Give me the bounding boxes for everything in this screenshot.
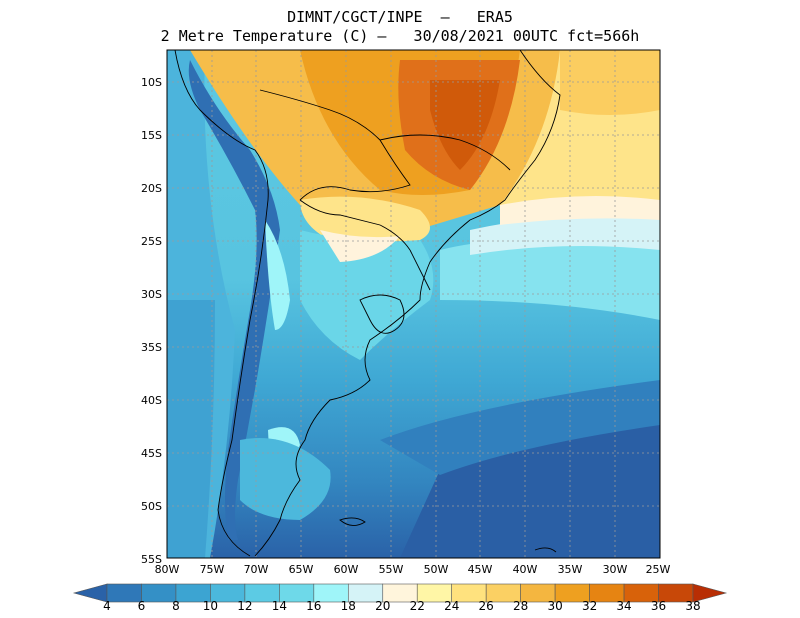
lon-tick-label: 60W xyxy=(334,563,359,576)
colorbar-label: 4 xyxy=(103,599,111,613)
lon-tick-label: 40W xyxy=(513,563,538,576)
lon-tick-label: 30W xyxy=(603,563,628,576)
lon-tick-label: 80W xyxy=(155,563,180,576)
longitude-axis: 80W 75W 70W 65W 60W 55W 50W 45W 40W 35W … xyxy=(155,563,671,576)
lat-tick-label: 20S xyxy=(141,182,162,195)
colorbar-label: 36 xyxy=(651,599,666,613)
latitude-axis: 10S 15S 20S 25S 30S 35S 40S 45S 50S 55S xyxy=(141,76,162,566)
colorbar-arrow-high xyxy=(692,583,728,603)
lat-tick-label: 10S xyxy=(141,76,162,89)
colorbar-label: 34 xyxy=(616,599,631,613)
colorbar-label: 8 xyxy=(172,599,180,613)
lon-tick-label: 65W xyxy=(289,563,314,576)
lat-tick-label: 30S xyxy=(141,288,162,301)
title-line-1: DIMNT/CGCT/INPE – ERA5 xyxy=(287,8,513,26)
lat-tick-label: 50S xyxy=(141,500,162,513)
title-line-2: 2 Metre Temperature (C) – 30/08/2021 00U… xyxy=(160,27,640,45)
colorbar-label: 14 xyxy=(272,599,287,613)
colorbar-label: 18 xyxy=(341,599,356,613)
map-frame xyxy=(166,49,661,559)
lon-tick-label: 70W xyxy=(244,563,269,576)
colorbar-label: 22 xyxy=(410,599,425,613)
lon-tick-label: 35W xyxy=(558,563,583,576)
colorbar-label: 6 xyxy=(138,599,146,613)
lon-tick-label: 75W xyxy=(200,563,225,576)
map-title: DIMNT/CGCT/INPE – ERA5 2 Metre Temperatu… xyxy=(0,8,800,46)
lon-tick-label: 45W xyxy=(468,563,493,576)
colorbar-arrow-low xyxy=(72,583,108,603)
colorbar-label: 16 xyxy=(306,599,321,613)
colorbar-label: 24 xyxy=(444,599,459,613)
colorbar-label: 20 xyxy=(375,599,390,613)
temperature-field xyxy=(167,50,660,558)
lat-tick-label: 15S xyxy=(141,129,162,142)
lat-tick-label: 55S xyxy=(141,553,162,566)
lat-tick-label: 35S xyxy=(141,341,162,354)
lon-tick-label: 25W xyxy=(646,563,671,576)
colorbar-label: 38 xyxy=(685,599,700,613)
colorbar-label: 28 xyxy=(513,599,528,613)
lon-tick-label: 50W xyxy=(424,563,449,576)
colorbar-segment xyxy=(106,583,142,603)
colorbar: 4 6 8 10 12 14 16 18 20 22 24 26 28 30 32 34 36 38 xyxy=(72,583,728,613)
lon-tick-label: 55W xyxy=(379,563,404,576)
colorbar-label: 12 xyxy=(237,599,252,613)
colorbar-label: 30 xyxy=(547,599,562,613)
colorbar-label: 32 xyxy=(582,599,597,613)
coastlines xyxy=(174,50,561,557)
colorbar-label: 26 xyxy=(479,599,494,613)
colorbar-label: 10 xyxy=(203,599,218,613)
colorbar-segment xyxy=(141,583,177,603)
lat-tick-label: 40S xyxy=(141,394,162,407)
lat-tick-label: 25S xyxy=(141,235,162,248)
lat-tick-label: 45S xyxy=(141,447,162,460)
